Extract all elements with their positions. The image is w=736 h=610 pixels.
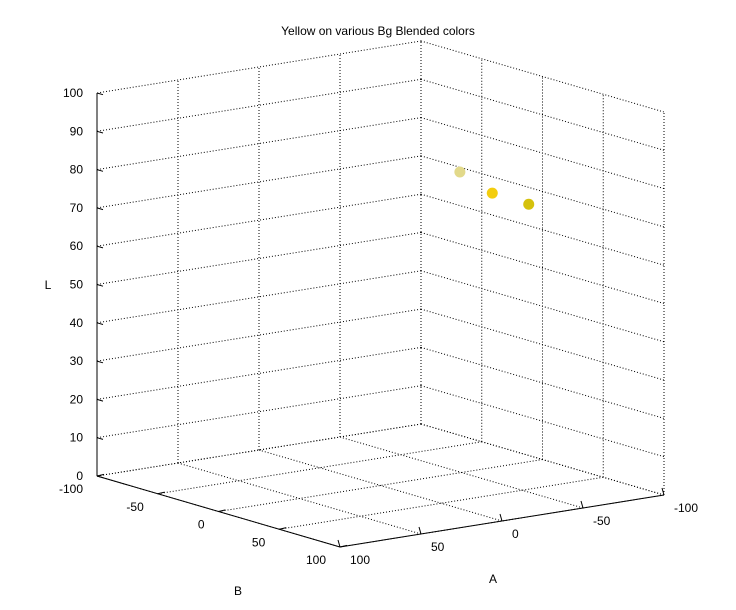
a-tick-label: -50: [593, 514, 611, 528]
chart-title: Yellow on various Bg Blended colors: [281, 24, 475, 38]
grid-line-left-l: [96, 308, 422, 362]
l-tick-mark: [96, 130, 104, 134]
tick-labels: 0 10 20 30 40 50 60 70 80 90 100 -100 -50 0 50 100 -100 -…: [59, 86, 698, 567]
grid-line-left-l: [96, 232, 422, 285]
l-tick-label: 30: [70, 354, 84, 368]
grid-line-left-l: [96, 346, 422, 400]
y-axis-label: B: [234, 584, 242, 598]
l-tick-label: 70: [70, 201, 84, 215]
grid-line-back-l: [420, 232, 665, 304]
grid-line-back-l: [420, 346, 665, 419]
grid-line-left-l: [96, 78, 422, 132]
grid-line-back-l: [420, 385, 665, 458]
l-tick-mark: [96, 207, 104, 211]
grid-line-back-l: [420, 270, 665, 343]
l-tick-mark: [96, 245, 104, 249]
grid-line-back-l: [420, 193, 665, 266]
grid-line-back-l: [420, 78, 665, 151]
a-tick-mark: [418, 526, 422, 535]
b-tick-mark: [279, 527, 287, 530]
grid-line-left-l: [96, 155, 422, 209]
l-tick-label: 100: [63, 86, 83, 100]
grid-line-floor-b: [279, 476, 604, 530]
l-tick-mark: [96, 360, 104, 364]
a-tick-mark: [337, 539, 341, 548]
l-tick-mark: [96, 169, 104, 172]
grid-line-back-l: [420, 308, 665, 381]
l-tick-label: 40: [70, 316, 84, 330]
grid-line-floor-a: [258, 449, 503, 522]
l-tick-label: 0: [76, 469, 83, 483]
a-tick-label: 0: [512, 527, 519, 541]
l-tick-mark: [96, 92, 104, 96]
l-tick-label: 60: [70, 239, 84, 253]
grid-line-left-l: [96, 270, 422, 324]
grid-line-left-l: [96, 385, 422, 439]
l-tick-label: 50: [70, 278, 84, 292]
b-tick-label: 100: [306, 553, 326, 567]
grid-line-floor-b: [218, 459, 543, 512]
b-tick-label: 50: [252, 535, 266, 549]
a-tick-mark: [661, 487, 665, 496]
grid-line-floor-b: [96, 423, 422, 477]
l-tick-mark: [96, 398, 104, 402]
data-point: [454, 166, 466, 178]
a-tick-mark: [580, 500, 584, 509]
b-tick-mark: [218, 509, 226, 512]
l-tick-label: 80: [70, 163, 84, 177]
grid-layer: [96, 40, 665, 548]
grid-line-left-l: [96, 193, 422, 247]
grid-line-back-l: [420, 40, 665, 113]
l-tick-label: 20: [70, 392, 84, 406]
b-tick-mark: [96, 473, 105, 477]
b-tick-label: -50: [126, 500, 144, 514]
a-tick-label: 100: [350, 553, 370, 567]
l-tick-mark: [96, 322, 104, 325]
z-axis-label: L: [45, 278, 52, 292]
grid-line-left-l: [96, 117, 422, 171]
grid-line-floor-b: [157, 441, 482, 495]
b-tick-mark: [157, 491, 165, 495]
b-tick-label: -100: [59, 482, 83, 496]
grid-line-left-l: [96, 40, 422, 94]
data-point: [486, 187, 498, 199]
grid-line-back-l: [420, 117, 665, 190]
grid-line-floor-a: [339, 436, 584, 509]
x-axis-label: A: [489, 572, 497, 586]
a-tick-mark: [499, 513, 503, 522]
b-tick-label: 0: [198, 518, 205, 532]
data-points: [454, 166, 535, 210]
l-tick-mark: [96, 437, 104, 440]
a-tick-label: 50: [431, 540, 445, 554]
data-point: [523, 198, 535, 210]
axes-layer: [96, 92, 665, 548]
b-tick-mark: [339, 544, 348, 548]
a-tick-label: -100: [674, 501, 698, 515]
l-tick-mark: [96, 284, 104, 287]
l-tick-label: 90: [70, 124, 84, 138]
l-tick-label: 10: [70, 431, 84, 445]
